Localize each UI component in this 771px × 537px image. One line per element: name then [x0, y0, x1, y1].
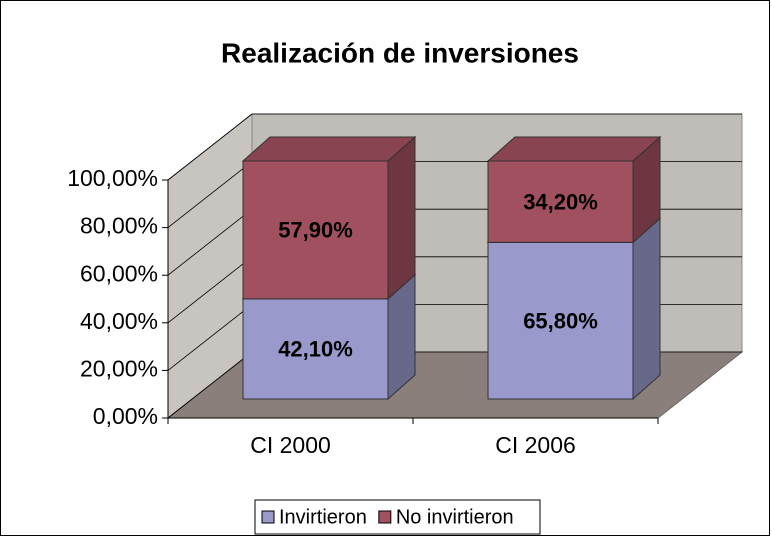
y-tick-label: 60,00% [80, 260, 158, 286]
x-tick-label: CI 2000 [250, 432, 331, 458]
grid-line [167, 256, 253, 324]
bar-top [486, 136, 662, 162]
legend [254, 499, 541, 535]
grid-line [167, 113, 253, 181]
y-tick-label: 0,00% [93, 403, 158, 429]
legend-label: No invirtieron [396, 506, 514, 528]
x-tick-label: CI 2006 [495, 432, 576, 458]
y-tick-label: 40,00% [80, 308, 158, 334]
bar-top [241, 136, 417, 162]
bar-side [387, 135, 416, 300]
data-label: 65,80% [523, 309, 598, 334]
data-label: 57,90% [278, 218, 353, 243]
bar-front [242, 160, 389, 300]
y-tick-label: 100,00% [67, 165, 158, 191]
data-label: 42,10% [278, 337, 353, 362]
data-label: 34,20% [523, 190, 598, 215]
legend-swatch [261, 510, 275, 524]
grid-line [167, 351, 253, 419]
legend-label: Invirtieron [279, 506, 367, 528]
y-tick-label: 20,00% [80, 355, 158, 381]
bar-side [632, 217, 661, 401]
grid-line [167, 161, 253, 228]
grid-line [167, 208, 253, 276]
bar-front [487, 241, 634, 400]
legend-swatch [378, 510, 392, 524]
chart-title: Realización de inversiones [221, 37, 579, 68]
grid-line [167, 304, 253, 371]
y-tick-label: 80,00% [80, 213, 158, 239]
